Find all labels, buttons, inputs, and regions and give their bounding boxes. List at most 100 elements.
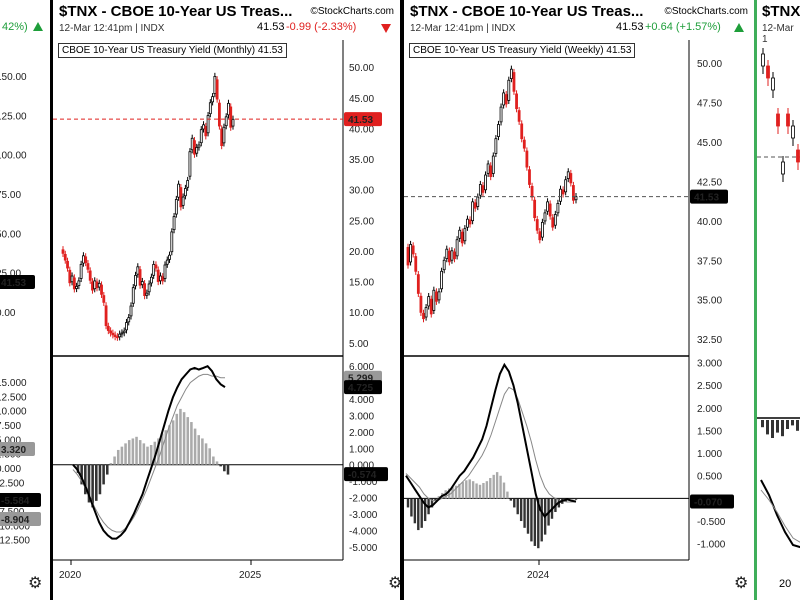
macd-tick-label: 3.000 — [697, 359, 722, 370]
macd-histogram-bar — [502, 482, 506, 499]
macd-histogram-tag: -8.904 — [1, 515, 30, 526]
macd-histogram-bar — [84, 464, 87, 495]
candle — [422, 312, 425, 320]
macd-tick-label: 2.000 — [697, 404, 722, 415]
price-tick-label: 100.00 — [0, 151, 27, 162]
macd-histogram-bar — [204, 443, 208, 465]
macd-histogram-bar — [465, 480, 468, 499]
candle — [161, 276, 165, 282]
chart-header: $TNX - CBOE 10-Year US Treas... ©StockCh… — [53, 0, 400, 40]
candle — [476, 196, 480, 207]
candle — [168, 254, 171, 260]
macd-signal-tag: 3.320 — [1, 445, 26, 456]
macd-tick-label: 2.000 — [349, 428, 374, 439]
macd-histogram-bar — [138, 440, 142, 465]
macd-line — [405, 362, 577, 519]
macd-tick-label: 6.000 — [349, 362, 374, 373]
gear-icon[interactable]: ⚙ — [734, 575, 749, 592]
candle — [499, 106, 503, 123]
candle — [181, 196, 185, 206]
macd-histogram-bar — [423, 498, 427, 522]
candle — [72, 277, 76, 290]
macd-histogram-bar — [219, 464, 222, 467]
gear-icon[interactable]: ⚙ — [28, 575, 43, 592]
candle — [208, 102, 212, 115]
chart-area-weekly: 50.00 47.50 45.00 42.50 40.00 37.50 35.00 32.50… — [404, 40, 734, 581]
candle — [86, 263, 90, 270]
macd-histogram-bar — [113, 456, 116, 465]
left-partial-change: 42%) — [2, 21, 28, 33]
chart-date: 12-Mar 12:41pm | INDX — [410, 23, 516, 34]
candle — [533, 199, 537, 219]
gear-icon[interactable]: ⚙ — [388, 575, 400, 592]
macd-histogram-bar — [485, 481, 489, 499]
price-tick-label: 40.00 — [697, 217, 722, 228]
macd-tick-label: 0.000 — [349, 461, 374, 472]
candle — [138, 269, 142, 286]
candle — [195, 147, 199, 154]
macd-histogram-bar — [482, 482, 485, 499]
separator — [400, 0, 404, 600]
candle — [460, 231, 464, 244]
candle — [502, 92, 506, 106]
macd-tick-label: -3.000 — [349, 510, 378, 521]
macd-histogram-bar — [771, 420, 774, 438]
price-tick-label: 125.00 — [0, 111, 27, 122]
price-tick-label: 30.00 — [349, 186, 374, 197]
candle — [188, 151, 192, 177]
macd-histogram-bar — [530, 498, 533, 542]
stockcharts-logo[interactable]: ©StockCharts.com — [310, 6, 394, 17]
candle — [447, 250, 451, 263]
macd-histogram-bar — [124, 443, 127, 465]
macd-tick-label: 0.500 — [697, 472, 722, 483]
macd-tick-label: -4.000 — [349, 526, 378, 537]
macd-histogram-bar — [135, 436, 138, 465]
macd-tick-label: -5.000 — [349, 543, 378, 554]
macd-histogram-bar — [149, 445, 153, 465]
candle — [564, 179, 568, 193]
macd-tick-label: -2.000 — [349, 494, 378, 505]
macd-histogram-bar — [447, 488, 451, 499]
price-tag-bg — [344, 112, 382, 127]
macd-histogram-bar — [509, 498, 513, 501]
macd-histogram-bar — [475, 483, 478, 499]
candle — [484, 174, 487, 191]
candle — [156, 269, 160, 282]
macd-histogram-bar — [519, 498, 523, 522]
candle — [569, 173, 573, 184]
candle — [186, 180, 190, 188]
candle — [478, 184, 482, 196]
macd-histogram-bar — [226, 464, 230, 475]
left-partial-axes: 150.00 125.00 100.00 75.00 50.00 25.00 0.00 15.… — [0, 72, 41, 547]
candle — [528, 169, 531, 185]
candle — [481, 185, 485, 193]
macd-histogram-tag: -0.574 — [348, 470, 377, 481]
macd-histogram-bar — [157, 438, 160, 465]
candle — [179, 187, 183, 208]
candle — [215, 79, 219, 100]
candle — [143, 283, 146, 297]
macd-histogram-bar — [171, 420, 175, 465]
macd-tick-label: 5.000 — [0, 435, 21, 446]
candle — [222, 126, 226, 144]
price-tick-label: 45.00 — [349, 94, 374, 105]
candle — [66, 260, 69, 269]
macd-histogram-bar — [478, 484, 482, 499]
macd-histogram-bar — [468, 479, 471, 499]
macd-histogram-bar — [175, 413, 179, 465]
candle — [497, 124, 500, 137]
candle — [540, 221, 544, 238]
macd-tick-label: 7.500 — [0, 421, 21, 432]
candle — [553, 214, 557, 226]
candle — [170, 231, 174, 253]
candle — [106, 325, 110, 331]
candle — [491, 155, 495, 174]
macd-histogram-bar — [776, 420, 779, 433]
candle — [781, 161, 785, 175]
macd-histogram-bar — [513, 498, 516, 508]
macd-histogram-bar — [142, 443, 146, 465]
candle — [427, 296, 431, 307]
stockcharts-logo[interactable]: ©StockCharts.com — [664, 6, 748, 17]
macd-tick-label: 1.000 — [349, 444, 374, 455]
candle — [538, 231, 542, 241]
